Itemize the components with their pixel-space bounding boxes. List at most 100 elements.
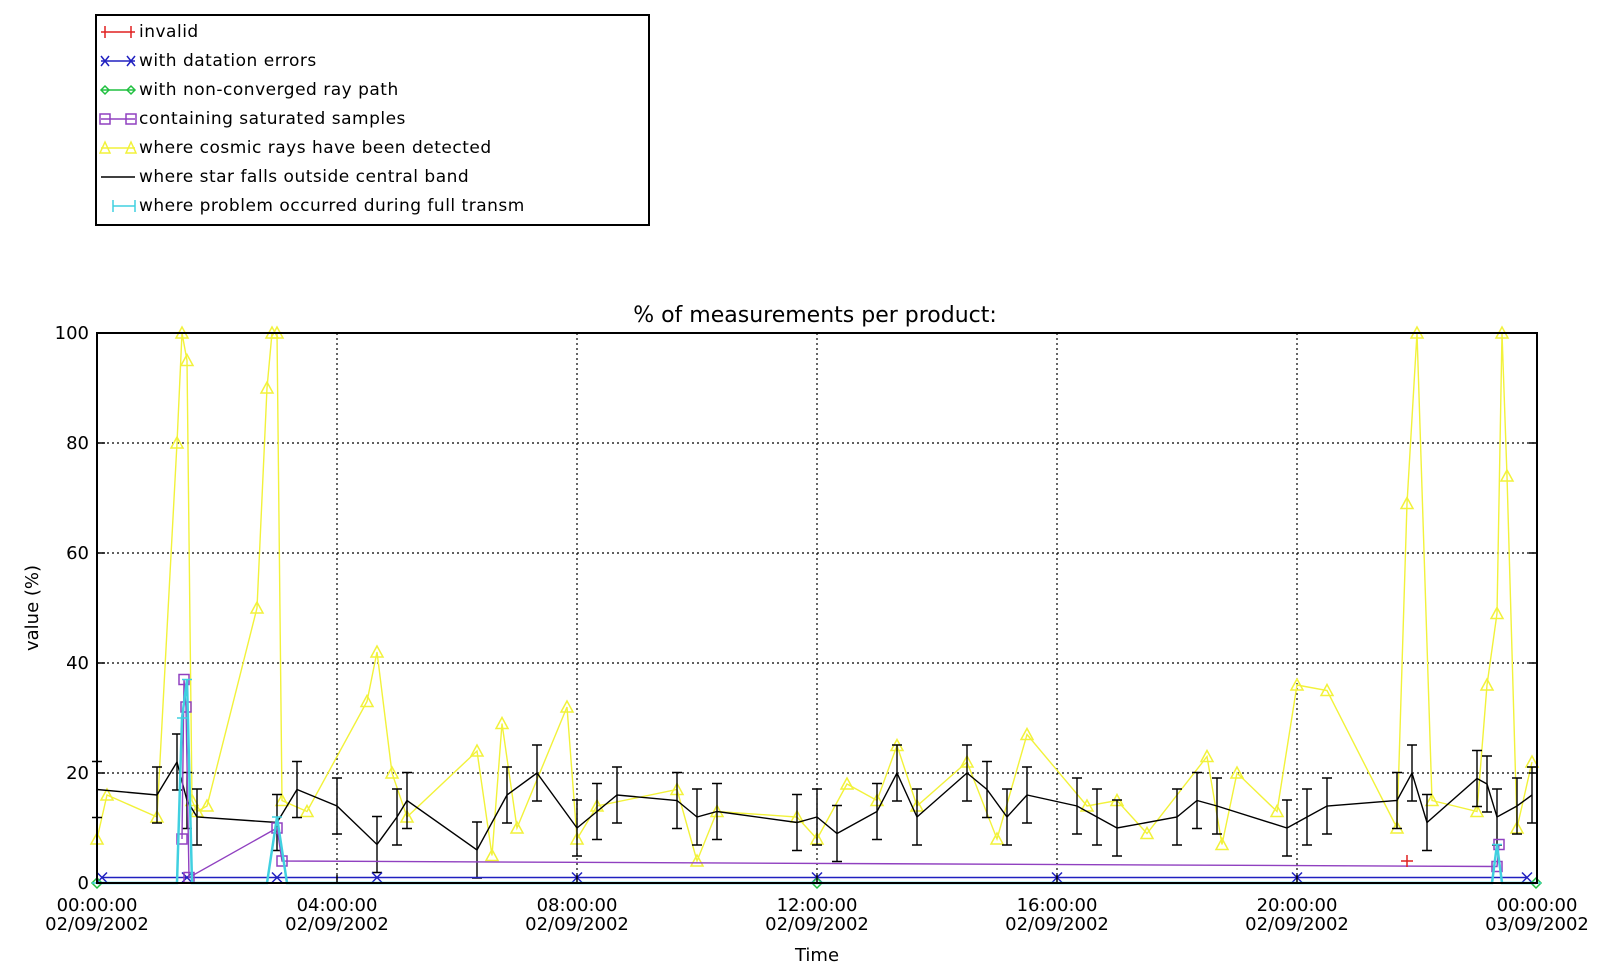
point-marker	[1302, 788, 1312, 846]
series-line	[181, 679, 1500, 879]
point-marker	[176, 833, 188, 845]
series-line	[96, 332, 1533, 864]
y-tick-label: 80	[66, 433, 89, 454]
y-tick-label: 20	[66, 763, 89, 784]
point-marker	[332, 777, 342, 835]
legend-label: containing saturated samples	[139, 109, 406, 129]
point-marker	[1319, 682, 1335, 697]
point-marker	[892, 744, 902, 802]
point-marker	[612, 766, 622, 824]
point-marker	[1469, 803, 1485, 818]
legend-swatch-datation	[100, 55, 136, 67]
legend-item-datation-errors: with datation errors	[99, 48, 647, 76]
point-marker	[1472, 749, 1482, 808]
legend-label: where problem occurred during full trans…	[139, 196, 525, 216]
point-marker	[90, 876, 104, 890]
x-tick-label-date: 03/09/2002	[1485, 914, 1589, 935]
point-marker	[1512, 777, 1522, 835]
legend-swatch-cosmic	[99, 140, 138, 154]
point-marker	[812, 788, 822, 846]
point-marker	[1282, 799, 1292, 857]
point-marker	[1139, 825, 1155, 840]
x-tick-label-time: 12:00:00	[777, 895, 858, 916]
point-marker	[1112, 799, 1122, 857]
chart-title: % of measurements per product:	[633, 303, 997, 328]
point-marker	[1092, 788, 1102, 846]
x-tick-label-time: 08:00:00	[537, 895, 618, 916]
point-marker	[1214, 836, 1230, 851]
point-marker	[572, 799, 582, 857]
x-tick-label-time: 00:00:00	[57, 895, 138, 916]
x-tick-label-date: 02/09/2002	[1245, 914, 1349, 935]
point-marker	[371, 871, 383, 884]
point-marker	[369, 644, 385, 658]
x-tick-label-time: 16:00:00	[1017, 895, 1098, 916]
point-marker	[1072, 777, 1082, 835]
series-containing-saturated-samples	[176, 673, 1505, 884]
legend-swatch-star	[101, 176, 135, 178]
legend-item-star-outside: where star falls outside central band	[99, 164, 647, 192]
x-tick-label-date: 02/09/2002	[1005, 914, 1109, 935]
point-marker	[1392, 771, 1402, 830]
legend-label: where star falls outside central band	[139, 167, 470, 187]
point-marker	[1529, 876, 1543, 890]
point-marker	[712, 782, 722, 841]
point-marker	[402, 771, 412, 830]
point-marker	[1521, 871, 1533, 884]
point-marker	[592, 782, 602, 841]
y-tick-label: 60	[66, 543, 89, 564]
x-axis-label: Time	[794, 945, 839, 966]
point-marker	[1019, 726, 1035, 741]
point-marker	[359, 693, 375, 708]
point-marker	[1527, 766, 1537, 824]
point-marker	[1407, 744, 1417, 802]
point-marker	[672, 771, 682, 830]
point-marker	[1269, 803, 1285, 818]
point-marker	[1002, 788, 1012, 846]
point-marker	[502, 766, 512, 824]
series-invalid	[1401, 855, 1413, 867]
point-marker	[372, 815, 382, 874]
point-marker	[872, 782, 882, 841]
point-marker	[99, 787, 115, 801]
point-marker	[1422, 793, 1432, 852]
point-marker	[469, 743, 485, 757]
point-marker	[912, 788, 922, 846]
y-axis-label: value (%)	[22, 565, 43, 651]
point-marker	[1389, 820, 1405, 834]
series-where-problem-occurred-during-full-transm	[92, 678, 1541, 885]
point-marker	[1199, 748, 1215, 763]
point-marker	[249, 600, 265, 614]
point-marker	[169, 435, 185, 449]
point-marker	[1424, 792, 1440, 807]
point-marker	[810, 876, 824, 890]
legend-item-cosmic-rays: where cosmic rays have been detected	[99, 135, 647, 163]
point-marker	[180, 701, 192, 713]
point-marker	[982, 760, 992, 819]
point-marker	[484, 847, 500, 862]
point-marker	[1322, 777, 1332, 835]
x-tick-label-time: 20:00:00	[1257, 895, 1338, 916]
y-tick-label: 0	[78, 873, 89, 894]
point-marker	[1212, 777, 1222, 835]
y-tick-label: 100	[55, 323, 89, 344]
point-marker	[152, 766, 162, 824]
point-marker	[1491, 860, 1503, 873]
legend-item-saturated: containing saturated samples	[99, 106, 647, 134]
point-marker	[1401, 855, 1413, 867]
point-marker	[259, 380, 275, 394]
point-marker	[392, 788, 402, 846]
point-marker	[1492, 788, 1502, 846]
legend-swatch-transm	[112, 200, 136, 212]
point-marker	[292, 760, 302, 819]
point-marker	[832, 804, 842, 863]
point-marker	[472, 821, 482, 879]
point-marker	[299, 803, 315, 818]
axes: 00:00:0002/09/200204:00:0002/09/200208:0…	[45, 323, 1589, 935]
point-marker	[559, 699, 575, 713]
point-marker	[1479, 677, 1495, 691]
point-marker	[532, 744, 542, 802]
x-tick-label-time: 00:00:00	[1497, 895, 1578, 916]
series-layer	[89, 325, 1543, 890]
